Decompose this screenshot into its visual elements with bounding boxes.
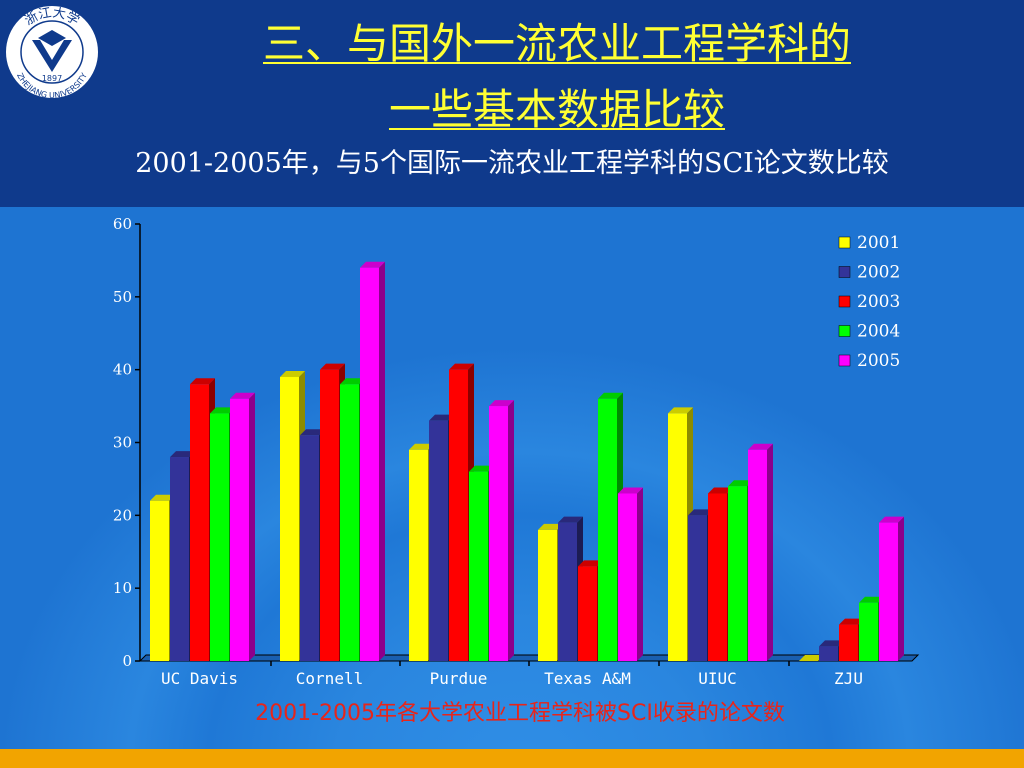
bar — [280, 376, 299, 661]
legend-swatch — [838, 325, 851, 337]
bar — [190, 384, 209, 661]
y-tick-label: 40 — [113, 361, 132, 379]
y-tick-label: 50 — [113, 288, 132, 306]
bar-top — [280, 370, 305, 377]
bar-chart: 0 10 20 30 40 50 60 UC Davis Cornell Purdue Texas … — [113, 215, 920, 688]
bar — [708, 493, 727, 661]
bar-top — [409, 443, 434, 450]
legend-label: 2004 — [857, 322, 900, 342]
bar — [409, 449, 428, 661]
bar-top — [449, 363, 474, 370]
bar — [489, 406, 508, 661]
bar — [170, 457, 189, 661]
x-tick-label: ZJU — [834, 669, 863, 688]
bar-top — [839, 618, 864, 625]
y-tick-label: 10 — [113, 579, 132, 597]
bar — [819, 646, 838, 661]
bar — [748, 449, 767, 661]
bar — [210, 413, 229, 661]
x-tick-label: UIUC — [698, 669, 737, 688]
bar-top — [859, 596, 884, 603]
bar-side — [767, 443, 773, 661]
bar-top — [300, 429, 325, 436]
legend-swatch — [838, 354, 851, 367]
university-logo: 浙江大学 ZHEJIANG UNIVERSITY 1897 — [4, 4, 100, 100]
y-tick-label: 30 — [113, 434, 132, 452]
bar-top — [748, 443, 773, 450]
bar-top — [360, 261, 385, 268]
bar — [859, 602, 878, 661]
bar-side — [249, 392, 255, 661]
bar-top — [708, 487, 733, 494]
legend-swatch — [838, 236, 851, 249]
x-tick-label: Purdue — [430, 669, 488, 688]
legend-swatch — [838, 295, 851, 308]
legend-label: 2003 — [857, 292, 900, 312]
bar-top — [230, 392, 255, 399]
bottom-accent-bar — [0, 749, 1024, 768]
bar — [558, 522, 577, 661]
chart-caption: 2001-2005年各大学农业工程学科被SCI收录的论文数 — [255, 701, 785, 726]
bar — [300, 435, 319, 661]
bar-top — [558, 516, 583, 523]
legend-label: 2002 — [857, 263, 900, 283]
bar-top — [819, 640, 844, 647]
logo-year: 1897 — [42, 74, 62, 83]
bar-top — [668, 407, 693, 414]
bar-side — [637, 487, 643, 661]
bar-top — [340, 378, 365, 385]
bar-side — [898, 516, 904, 661]
y-tick-label: 0 — [122, 652, 132, 670]
bar-top — [688, 509, 713, 516]
legend-label: 2005 — [857, 351, 900, 371]
x-tick-label: Cornell — [296, 669, 363, 688]
bar — [728, 486, 747, 661]
bar — [538, 529, 557, 661]
bar-side — [508, 400, 514, 661]
slide-header: 浙江大学 ZHEJIANG UNIVERSITY 1897 三、与国外一流农业工… — [0, 0, 1024, 207]
bar-top — [429, 414, 454, 421]
x-tick-label: Texas A&M — [544, 669, 631, 688]
chart-panel: 0 10 20 30 40 50 60 UC Davis Cornell Purdue Texas … — [0, 207, 1024, 749]
bar — [668, 413, 687, 661]
bar — [578, 566, 597, 661]
slide-subtitle: 2001-2005年，与5个国际一流农业工程学科的SCI论文数比较 — [135, 148, 889, 179]
bar-top — [190, 378, 215, 385]
bar — [879, 522, 898, 661]
legend-label: 2001 — [857, 233, 900, 253]
bar-top — [728, 480, 753, 487]
bar-top — [489, 400, 514, 407]
bar — [230, 398, 249, 661]
bar-top — [598, 392, 623, 399]
bar-side — [379, 261, 385, 661]
bar-top — [170, 451, 195, 458]
bar-top — [210, 407, 235, 414]
y-tick-label: 20 — [113, 506, 132, 524]
bar-top — [879, 516, 904, 523]
bar — [598, 398, 617, 661]
bar-top — [320, 363, 345, 370]
x-tick-label: UC Davis — [161, 669, 238, 688]
bar-top — [618, 487, 643, 494]
bar — [618, 493, 637, 661]
bar — [688, 515, 707, 661]
slide-title-line1: 三、与国外一流农业工程学科的 — [262, 19, 851, 68]
bar — [429, 420, 448, 661]
bar-top — [538, 523, 563, 530]
legend-swatch — [838, 266, 851, 278]
bar-top — [469, 465, 494, 472]
bar-top — [150, 494, 175, 501]
bar — [449, 369, 468, 661]
bar — [360, 267, 379, 661]
bar — [469, 471, 488, 661]
bar — [340, 384, 359, 661]
y-tick-label: 60 — [113, 215, 132, 233]
slide-title-line2: 一些基本数据比较 — [388, 85, 725, 134]
bar — [320, 369, 339, 661]
bar-top — [799, 655, 824, 661]
bar — [839, 624, 858, 661]
bar-top — [578, 560, 603, 567]
bar — [150, 500, 169, 661]
